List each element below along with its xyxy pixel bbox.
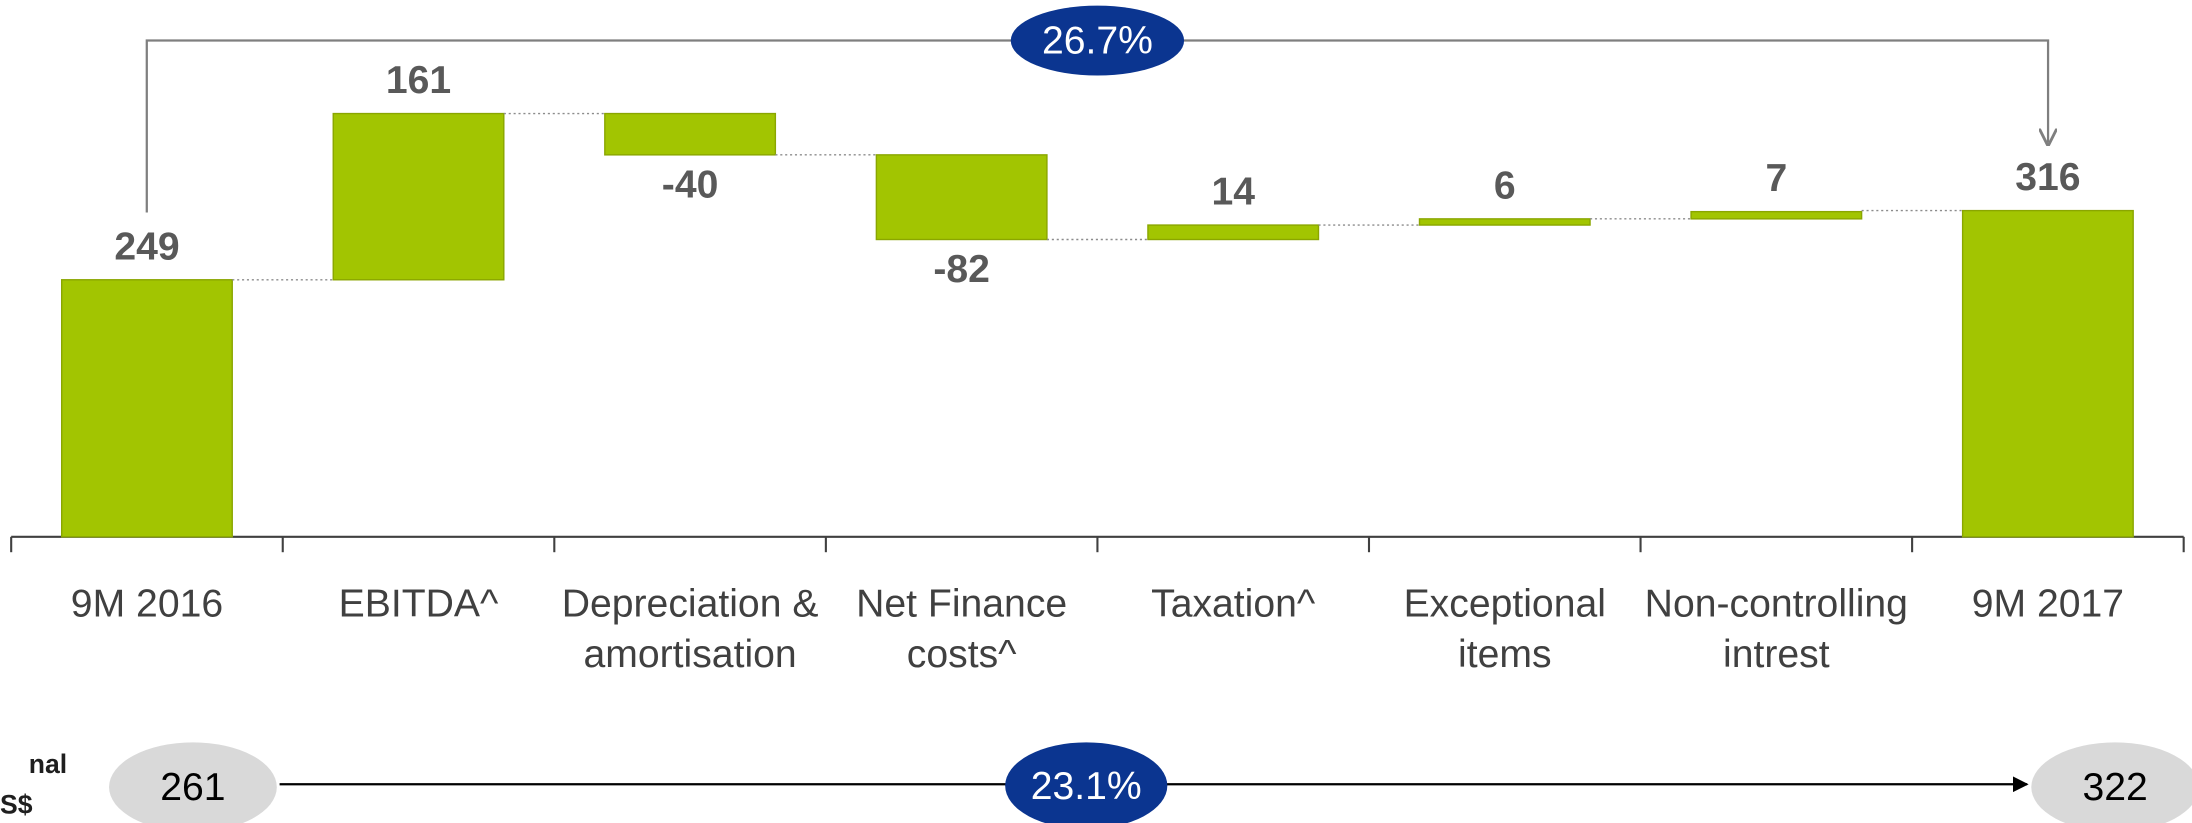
bottom-growth-badge [1005,742,1168,823]
x-tick-label: 9M 2017 [1971,581,2125,625]
bar [1961,209,2134,538]
bar [1418,218,1591,226]
start-badge [109,742,277,823]
bar [1147,224,1320,241]
x-tick-label: Depreciation & amortisation [561,581,819,676]
bar [60,279,233,538]
value-label: 249 [114,225,179,268]
value-label: 7 [1765,157,1787,200]
value-label: 316 [2015,156,2080,199]
side-label: nal [28,750,68,781]
value-label: -82 [933,248,990,291]
end-badge [2031,742,2192,823]
value-label: 6 [1494,164,1516,207]
growth-label: 26.7% [1042,20,1153,63]
x-tick-label: Taxation^ [1151,581,1316,625]
x-tick-label: 9M 2016 [70,581,224,625]
bottom-growth-label: 23.1% [1031,765,1142,808]
value-label: 161 [386,59,451,102]
value-label: -40 [662,163,719,206]
value-label: 14 [1211,171,1255,214]
side-label: S$ M) [0,791,33,823]
bar [604,112,777,156]
x-tick-label: Net Finance costs^ [856,581,1068,676]
bar [1690,210,1863,220]
start-value: 261 [160,766,225,809]
x-tick-label: Non-controlling intrest [1644,581,1908,676]
bar [875,154,1048,241]
end-value: 322 [2083,766,2148,809]
growth-badge [1010,5,1185,76]
bar [332,112,505,281]
x-tick-label: Exceptional items [1403,581,1606,676]
x-tick-label: EBITDA^ [338,581,499,625]
